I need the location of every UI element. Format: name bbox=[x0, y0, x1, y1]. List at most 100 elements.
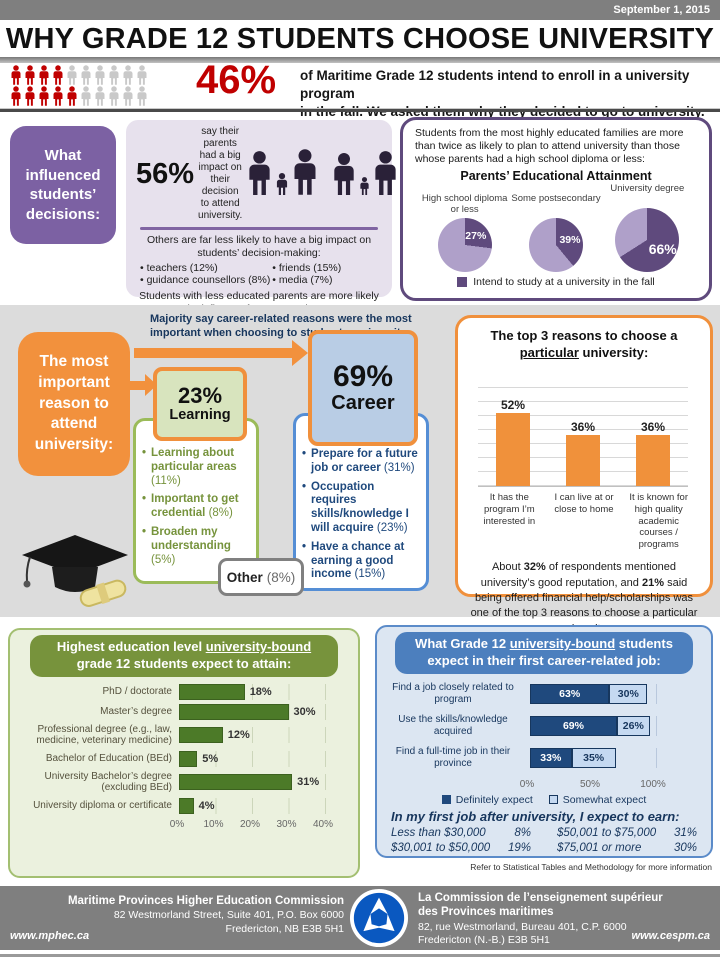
person-icon bbox=[80, 86, 92, 106]
axis-tick-label: 0% bbox=[519, 778, 535, 790]
axis-tick-label: 20% bbox=[239, 818, 261, 830]
chart-row: University Bachelor’s degree (excluding … bbox=[12, 771, 352, 794]
top3-bar-chart: 52% 36% 36% bbox=[478, 373, 688, 487]
footer-fr-name: La Commission de l’enseignement supérieu… bbox=[418, 892, 663, 919]
family-figure bbox=[291, 148, 319, 200]
attainment-bar-chart: PhD / doctorate 18% Master’s degree 30% Prof… bbox=[10, 682, 358, 814]
learning-label: Learning bbox=[169, 407, 231, 423]
pie-value-label: 39% bbox=[559, 234, 581, 247]
stat-56: 56% bbox=[136, 157, 195, 190]
pie-category-label: High school diploma or less bbox=[421, 193, 508, 216]
bar bbox=[179, 703, 289, 720]
bullet-dot: • bbox=[302, 540, 307, 553]
bullet-guidance: guidance counsellors (8%) bbox=[140, 274, 272, 286]
career-stat: 69% bbox=[332, 359, 394, 393]
pies-legend: Intend to study at a university in the f… bbox=[415, 276, 697, 288]
footer-en-name: Maritime Provinces Higher Education Comm… bbox=[67, 895, 344, 907]
chart-row: PhD / doctorate 18% bbox=[12, 683, 352, 700]
pies-intro: Students from the most highly educated f… bbox=[415, 127, 684, 166]
earnings-row: $75,001 or more 30% bbox=[557, 841, 697, 854]
parents-attainment-pies: High school diploma or less 27% Some posts… bbox=[415, 183, 697, 273]
legend-label: Intend to study at a university in the f… bbox=[473, 276, 655, 289]
bullet-dot: • bbox=[302, 448, 307, 460]
chart-row: Use the skills/knowledge acquired 69% 26% bbox=[381, 714, 705, 738]
chart-row: Master’s degree 30% bbox=[12, 703, 352, 720]
axis-tick-label: 50% bbox=[579, 778, 601, 790]
list-item-text: Important to get credential (8%) bbox=[151, 493, 239, 520]
list-item-text: Broaden my understanding (5%) bbox=[151, 525, 231, 566]
other-reasons-box: Other (8%) bbox=[218, 558, 304, 596]
category-label: University Bachelor’s degree (excluding … bbox=[44, 770, 172, 794]
stat-46: 46% bbox=[196, 58, 277, 102]
pie-value-label: 66% bbox=[648, 240, 677, 257]
page-title: WHY GRADE 12 STUDENTS CHOOSE UNIVERSITY bbox=[5, 23, 715, 55]
category-label: Find a job closely related to program bbox=[392, 681, 514, 705]
career-reasons-list: • Prepare for a future job or career (31%… bbox=[293, 413, 429, 591]
bar-segment: 69% bbox=[530, 715, 617, 736]
bar-value-label: 36% bbox=[640, 420, 665, 435]
person-icon bbox=[66, 65, 78, 85]
bar-column: 36% bbox=[548, 374, 617, 486]
list-item: • Occupation requires skills/knowledge I … bbox=[302, 481, 422, 536]
family-figure bbox=[331, 152, 357, 200]
list-item: • Broaden my understanding (5%) bbox=[142, 526, 251, 567]
influence-bullets: teachers (12%) guidance counsellors (8%)… bbox=[140, 262, 378, 286]
jobs-stacked-chart: Find a job closely related to program 63%… bbox=[377, 682, 711, 770]
bullet-friends: friends (15%) bbox=[272, 262, 378, 274]
arrow-to-career-head bbox=[292, 340, 308, 366]
other-pct: (8%) bbox=[266, 569, 296, 585]
bar-segment: 63% bbox=[530, 683, 610, 704]
category-label: Find a full-time job in their province bbox=[395, 745, 511, 769]
bullet-teachers: teachers (12%) bbox=[140, 262, 272, 274]
person-icon bbox=[136, 65, 148, 85]
bar bbox=[635, 435, 670, 486]
bar bbox=[179, 727, 223, 744]
other-label: Other bbox=[226, 569, 263, 585]
chart-row: Bachelor of Education (BEd) 5% bbox=[12, 750, 352, 767]
person-icon bbox=[38, 65, 50, 85]
arrow-to-career bbox=[134, 348, 292, 358]
jobs-legend: Definitely expect Somewhat expect bbox=[377, 794, 711, 806]
jobs-axis: 0% 50% 100% bbox=[377, 778, 711, 792]
purple-divider bbox=[140, 227, 378, 230]
earnings-grid: Less than $30,000 8% $30,001 to $50,000 19… bbox=[391, 827, 697, 854]
parents-education-panel: Students from the most highly educated f… bbox=[400, 117, 712, 301]
chart-row: University diploma or certificate 4% bbox=[12, 797, 352, 814]
bar bbox=[179, 750, 198, 767]
learning-reasons-list: • Learning about particular areas (11%) •… bbox=[133, 418, 259, 584]
bar-value-label: 5% bbox=[202, 752, 219, 765]
bar-track: 18% bbox=[179, 683, 326, 700]
section-influences: What influenced students’ decisions: 56%… bbox=[0, 114, 720, 315]
earnings-row: Less than $30,000 8% bbox=[391, 826, 531, 839]
axis-tick-label: 100% bbox=[640, 778, 666, 790]
person-icon bbox=[122, 65, 134, 85]
person-icon bbox=[24, 86, 36, 106]
legend-swatch bbox=[548, 795, 558, 805]
family-figure bbox=[372, 150, 399, 200]
job-expectations-panel: What Grade 12 university-bound students … bbox=[375, 625, 713, 858]
bar-track: 63% 30% bbox=[530, 683, 657, 704]
footer-fr-addr2: Fredericton (N.-B.) E3B 5H1 bbox=[418, 934, 550, 947]
learning-stat: 23% bbox=[177, 383, 223, 408]
pie-chart: 66% bbox=[615, 208, 680, 273]
learning-stat-box: 23% Learning bbox=[153, 367, 247, 441]
legend-swatch bbox=[441, 795, 451, 805]
date-text: September 1, 2015 bbox=[613, 4, 710, 16]
bullet-dot: • bbox=[302, 480, 307, 493]
legend-swatch bbox=[457, 277, 468, 288]
axis-tick-label: 40% bbox=[312, 818, 334, 830]
bar-track: 4% bbox=[179, 797, 326, 814]
person-icon bbox=[94, 86, 106, 106]
footer-en-addr2: Fredericton, NB E3B 5H1 bbox=[225, 923, 344, 936]
parents-impact-panel: 56% say their parents had a big impact o… bbox=[126, 120, 396, 315]
footer-fr-url: www.cespm.ca bbox=[631, 930, 710, 942]
list-item: • Have a chance at earning a good income … bbox=[302, 541, 422, 582]
footer-en-addr1: 82 Westmorland Street, Suite 401, P.O. B… bbox=[113, 909, 344, 922]
family-figure bbox=[275, 172, 289, 200]
bar-segment: 26% bbox=[616, 715, 650, 736]
bullet-dot: • bbox=[142, 525, 147, 538]
bar-category-label: It is known for high quality academic co… bbox=[629, 491, 688, 551]
bar-segment: 33% bbox=[530, 747, 572, 768]
attainment-axis: 0% 10% 20% 30% 40% bbox=[10, 818, 358, 832]
list-item-text: Learning about particular areas (11%) bbox=[151, 447, 237, 487]
